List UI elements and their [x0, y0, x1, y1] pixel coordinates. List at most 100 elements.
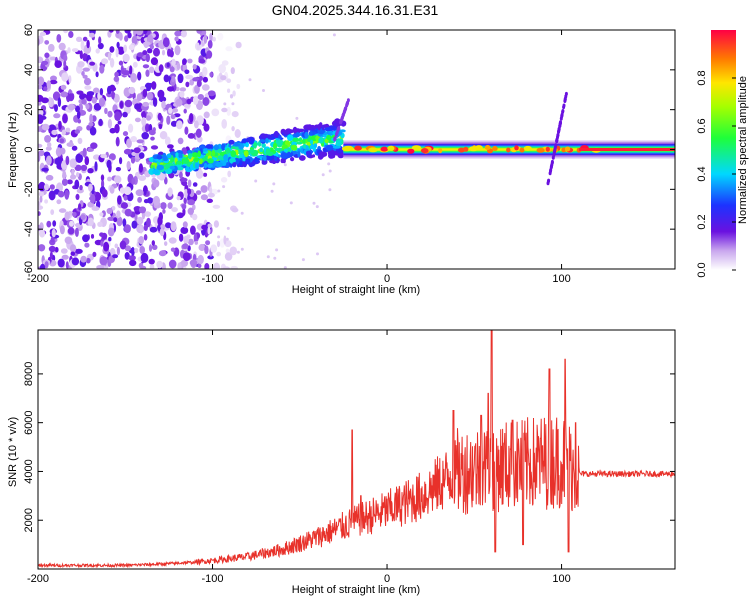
spectrogram-chirp-cell [309, 139, 314, 145]
spectrogram-chirp-cell [156, 154, 163, 160]
spectrogram-noise-cell [122, 70, 130, 76]
spectrogram-streak-cell [562, 103, 566, 108]
spectrogram-noise-cell [158, 250, 167, 257]
spectrogram-noise-cell [195, 169, 204, 179]
spectrogram-noise-cell [203, 172, 208, 177]
spectrogram-chirp-cell [182, 159, 190, 165]
spectrogram-chirp-cell [170, 157, 174, 163]
spectrogram-chirp-cell [321, 125, 325, 131]
spectrogram-noise-cell [60, 84, 67, 90]
spectrogram-noise-cell [74, 227, 79, 237]
spectrogram-noise-cell [168, 107, 173, 114]
spectrogram-noise-cell [86, 39, 90, 49]
spectrogram-carrier-cell [514, 145, 519, 151]
spectrogram-noise-cell [65, 127, 71, 133]
spectrogram-noise-cell [179, 171, 183, 179]
spectrogram-noise-cell [142, 41, 151, 47]
spectrogram-noise-cell [162, 37, 170, 48]
spectrogram-chirp-cell [281, 144, 288, 150]
spectrogram-noise-cell [134, 247, 139, 254]
spectrogram-noise-cell [71, 48, 79, 53]
spectrogram-chirp-cell [306, 151, 312, 158]
spectrogram-noise-cell [192, 213, 198, 221]
spectrogram-noise-cell [91, 206, 100, 211]
spectrogram-noise-cell [101, 58, 109, 65]
spectrogram-noise-cell [107, 227, 115, 237]
spectrogram-carrier-cell [387, 145, 395, 151]
spectrogram-chirp-cell [260, 133, 269, 138]
spectrogram-noise-cell [122, 131, 129, 137]
spectrogram-noise-cell [77, 61, 85, 68]
y-tick-label: -40 [23, 221, 35, 237]
spectrogram-noise-cell [39, 195, 43, 203]
spectrogram-noise-cell [97, 221, 103, 227]
spectrogram-noise-cell [160, 224, 166, 229]
spectrogram-noise-cell [89, 113, 93, 124]
spectrogram-noise-cell [67, 47, 71, 54]
spectrogram-noise-cell [52, 220, 57, 227]
colorbar-label: Normalized spectral amplitude [737, 76, 749, 224]
spectrogram-noise-cell [93, 87, 100, 94]
spectrogram-noise-cell [170, 120, 178, 127]
spectrogram-noise-cell [95, 71, 99, 78]
spectrogram-chirp-cell [332, 145, 341, 149]
spectrogram-noise-cell [106, 207, 113, 215]
spectrogram-noise-cell [225, 237, 229, 241]
spectrogram-noise-cell [95, 48, 100, 54]
spectrogram-chirp-cell [263, 155, 267, 162]
spectrogram-carrier-cell [341, 146, 352, 152]
spectrogram-noise-cell [99, 64, 105, 74]
spectrogram-noise-cell [196, 42, 200, 51]
spectrogram-chirp-cell [152, 169, 160, 175]
spectrogram-noise-cell [197, 136, 203, 143]
spectrogram-x-ticks: -200 -100 0 100 [27, 30, 571, 285]
spectrogram-noise-cell [141, 132, 149, 140]
spectrogram-noise-cell [97, 42, 104, 50]
spectrogram-noise-cell [203, 34, 208, 44]
spectrogram-noise-cell [89, 126, 97, 136]
spectrogram-noise-cell [148, 244, 153, 252]
spectrogram-noise-cell [232, 90, 236, 97]
spectrogram-noise-cell [177, 137, 184, 145]
spectrogram-noise-cell [76, 90, 84, 95]
spectrogram-noise-cell [183, 235, 190, 244]
spectrogram-chirp-cell [290, 144, 298, 151]
spectrogram-noise-cell [122, 111, 128, 118]
spectrogram-noise-cell [192, 182, 198, 187]
spectrogram-noise-cell [130, 156, 136, 164]
spectrogram-streak-cell [552, 153, 556, 158]
snr-y-ticks: 2000 4000 6000 8000 [23, 362, 675, 532]
y-tick-label: 6000 [23, 410, 35, 434]
spectrogram-noise-cell [74, 248, 83, 254]
spectrogram-chirp-cell [245, 142, 249, 148]
spectrogram-noise-cell [68, 89, 72, 95]
spectrogram-noise-cell [90, 193, 96, 204]
spectrogram-noise-cell [235, 41, 242, 49]
spectrogram-chirp-cell [243, 150, 249, 158]
spectrogram-chirp-cell [157, 158, 162, 163]
spectrogram-carrier-cell [368, 147, 378, 153]
spectrogram-noise-cell [226, 106, 231, 116]
spectrogram-noise-cell [58, 42, 66, 51]
spectrogram-carrier-cell [407, 148, 415, 154]
spectrogram-noise-cell [163, 74, 170, 83]
spectrogram-y-label: Frequency (Hz) [7, 112, 19, 188]
spectrogram-noise-cell [75, 153, 83, 163]
spectrogram-noise-cell [145, 69, 150, 77]
spectrogram-noise-cell [100, 174, 105, 181]
spectrogram-noise-cell [187, 188, 192, 195]
y-tick-label: 0 [23, 146, 35, 152]
spectrogram-noise-cell [50, 236, 55, 243]
spectrogram-noise-cell [60, 248, 68, 254]
spectrogram-noise-cell [64, 236, 73, 245]
spectrogram-noise-cell [224, 252, 233, 261]
spectrogram-noise-cell [98, 118, 103, 126]
spectrogram-noise-cell [107, 216, 115, 221]
spectrogram-noise-cell [124, 208, 132, 217]
spectrogram-carrier-cell [411, 145, 422, 151]
spectrogram-noise-cell [170, 114, 176, 120]
spectrogram-noise-cell [38, 94, 44, 102]
spectrogram-noise-cell [212, 36, 216, 42]
y-tick-label: 8000 [23, 362, 35, 386]
